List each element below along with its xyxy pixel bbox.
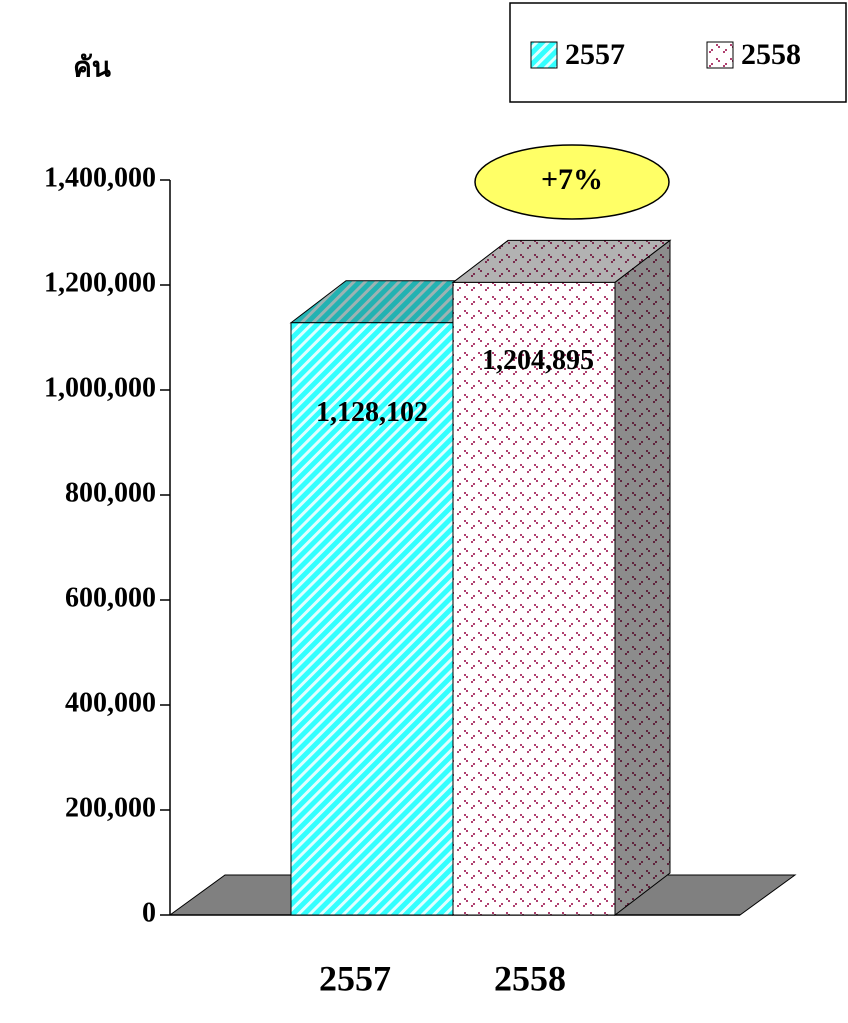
data-label: 1,204,895: [482, 345, 594, 376]
y-axis-label: คัน: [73, 52, 111, 83]
bars: [289, 239, 672, 917]
annotation-bubble: [474, 144, 670, 220]
data-label: 1,128,102: [316, 397, 428, 428]
legend-label: 2557: [565, 38, 625, 71]
bar: [290, 322, 454, 916]
y-tick-label: 1,000,000: [44, 372, 156, 403]
y-tick-label: 200,000: [65, 792, 156, 823]
x-tick-label: 2558: [494, 958, 566, 998]
y-tick-label: 600,000: [65, 582, 156, 613]
y-tick-label: 1,400,000: [44, 162, 156, 193]
y-tick-label: 1,200,000: [44, 267, 156, 298]
legend-label: 2558: [741, 38, 801, 71]
legend-box: [509, 2, 847, 103]
bar-side-shade: [615, 240, 670, 916]
y-tick-label: 0: [142, 897, 156, 928]
y-tick-label: 800,000: [65, 477, 156, 508]
bar-top-shade: [453, 240, 670, 283]
bar: [452, 281, 616, 916]
x-tick-label: 2557: [319, 958, 391, 998]
annotation: +7%: [541, 163, 603, 196]
legend-swatch: [530, 41, 558, 69]
y-tick-label: 400,000: [65, 687, 156, 718]
legend-swatch: [706, 41, 734, 69]
